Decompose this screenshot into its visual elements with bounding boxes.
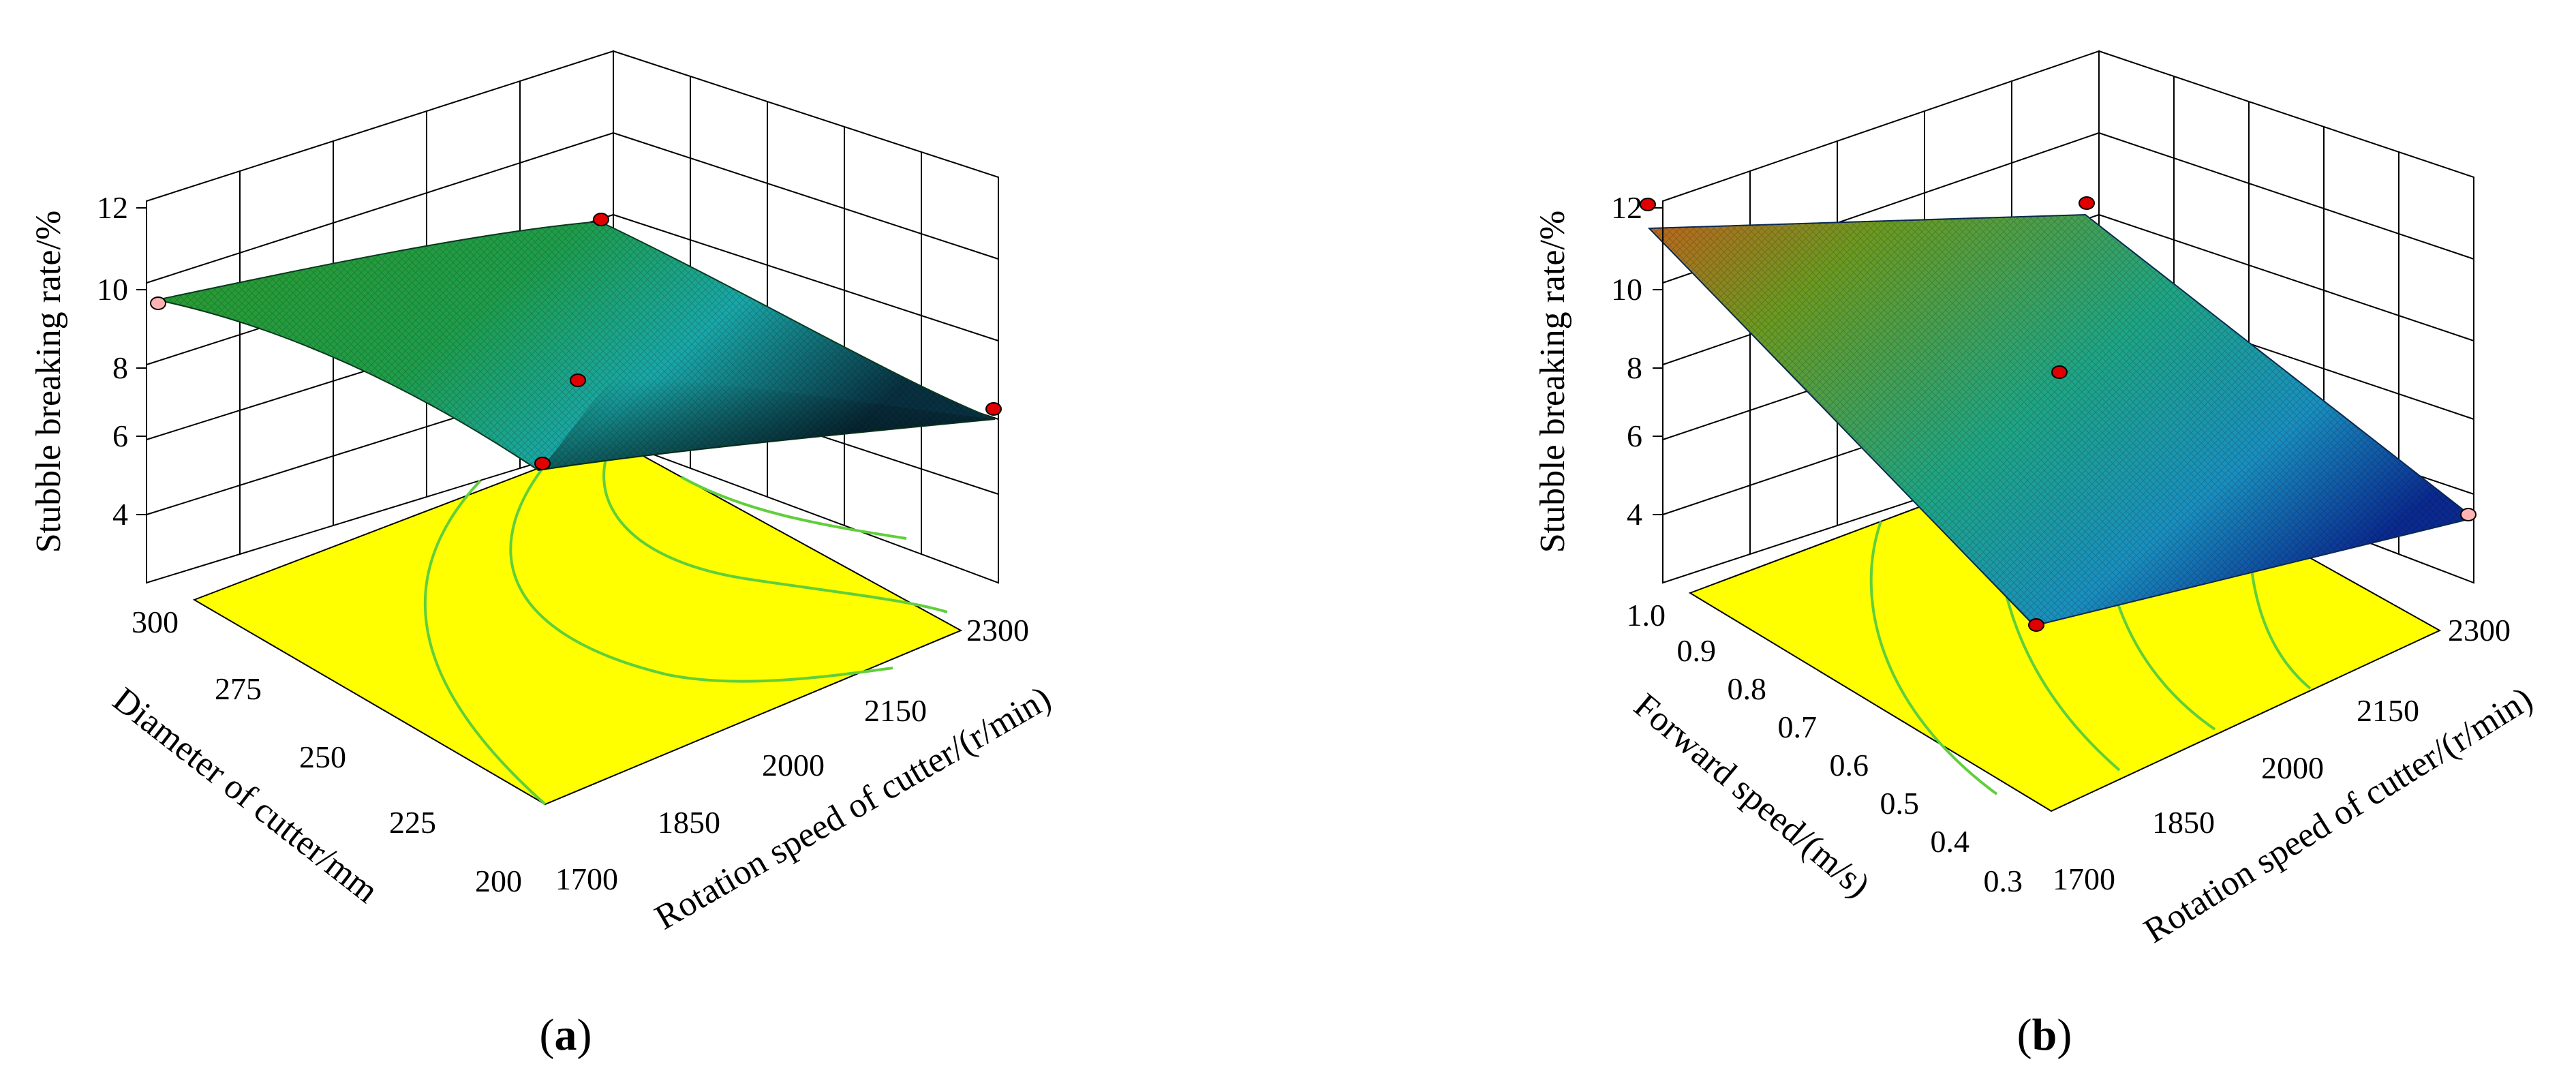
design-point: [1640, 198, 1656, 211]
y-tick-label: 200: [475, 864, 522, 898]
x-tick-label: 2000: [762, 748, 825, 782]
x-tick-label: 2000: [2261, 750, 2324, 785]
design-points-b: [1640, 196, 2477, 632]
x-tick-label: 2150: [864, 693, 927, 728]
design-point: [2051, 365, 2068, 379]
y-tick-label: 0.7: [1778, 710, 1818, 744]
design-point: [2079, 196, 2095, 210]
z-tick-label: 4: [1627, 497, 1642, 532]
y-tick-label: 0.6: [1830, 748, 1869, 782]
z-tick-label: 12: [97, 190, 128, 225]
y-tick-label: 225: [389, 805, 436, 840]
x-tick-label: 1700: [2053, 862, 2115, 896]
y-axis-label: Diameter of cutter/mm: [106, 680, 386, 911]
z-tick-label: 8: [1627, 350, 1642, 385]
y-tick-label: 1.0: [1627, 598, 1666, 633]
chart-panel-b: 4 6 8 10 12 Stubble breaking rate/% 1.0 …: [1533, 50, 2539, 1060]
design-point: [534, 457, 551, 470]
z-tick-label: 6: [1627, 418, 1642, 453]
y-axis-label: Forward speed/(m/s): [1627, 686, 1877, 905]
y-tick-label: 0.8: [1728, 671, 1767, 706]
z-axis-label: Stubble breaking rate/%: [1533, 211, 1572, 553]
y-tick-label: 275: [215, 671, 262, 706]
x-tick-label: 2150: [2357, 693, 2419, 728]
x-tick-label: 2300: [2448, 613, 2511, 648]
y-tick-label: 250: [299, 740, 346, 774]
design-point: [2028, 618, 2044, 632]
design-point: [985, 402, 1002, 416]
y-tick-label: 0.3: [1984, 864, 2023, 898]
z-axis-label: Stubble breaking rate/%: [29, 211, 68, 553]
z-tick-label: 4: [112, 497, 128, 532]
z-tick-label: 6: [112, 418, 128, 453]
z-axis-a: 4 6 8 10 12 Stubble breaking rate/%: [29, 190, 147, 583]
chart-panel-a: 4 6 8 10 12 Stubble breaking rate/% 300 …: [29, 50, 1058, 1060]
y-tick-label: 0.5: [1880, 786, 1920, 821]
y-tick-label: 0.4: [1931, 824, 1970, 859]
y-tick-label: 300: [132, 605, 179, 639]
z-tick-label: 12: [1611, 190, 1642, 225]
design-point: [2460, 508, 2477, 521]
panel-caption-a: (a): [540, 1010, 592, 1060]
design-point: [593, 213, 609, 226]
floor-contour-plane: [192, 438, 963, 806]
design-point: [570, 374, 586, 387]
panel-caption-b: (b): [2017, 1010, 2072, 1060]
surface-mesh-b: [1649, 215, 2474, 626]
design-points-a: [150, 213, 1002, 470]
x-tick-label: 1850: [2152, 805, 2215, 840]
x-tick-label: 1850: [658, 805, 720, 840]
x-tick-label: 2300: [966, 613, 1029, 648]
floor-contours: [423, 439, 948, 806]
z-tick-label: 8: [112, 350, 128, 385]
surface-shade-a: [538, 378, 995, 470]
x-tick-label: 1700: [555, 862, 618, 896]
z-tick-label: 10: [97, 272, 128, 307]
design-point: [150, 296, 166, 310]
y-tick-label: 0.9: [1677, 633, 1717, 668]
z-axis-b: 4 6 8 10 12 Stubble breaking rate/%: [1533, 190, 1663, 583]
z-tick-label: 10: [1611, 272, 1642, 307]
